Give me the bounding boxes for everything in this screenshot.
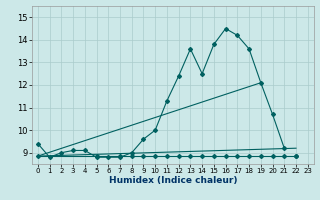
X-axis label: Humidex (Indice chaleur): Humidex (Indice chaleur): [108, 176, 237, 185]
